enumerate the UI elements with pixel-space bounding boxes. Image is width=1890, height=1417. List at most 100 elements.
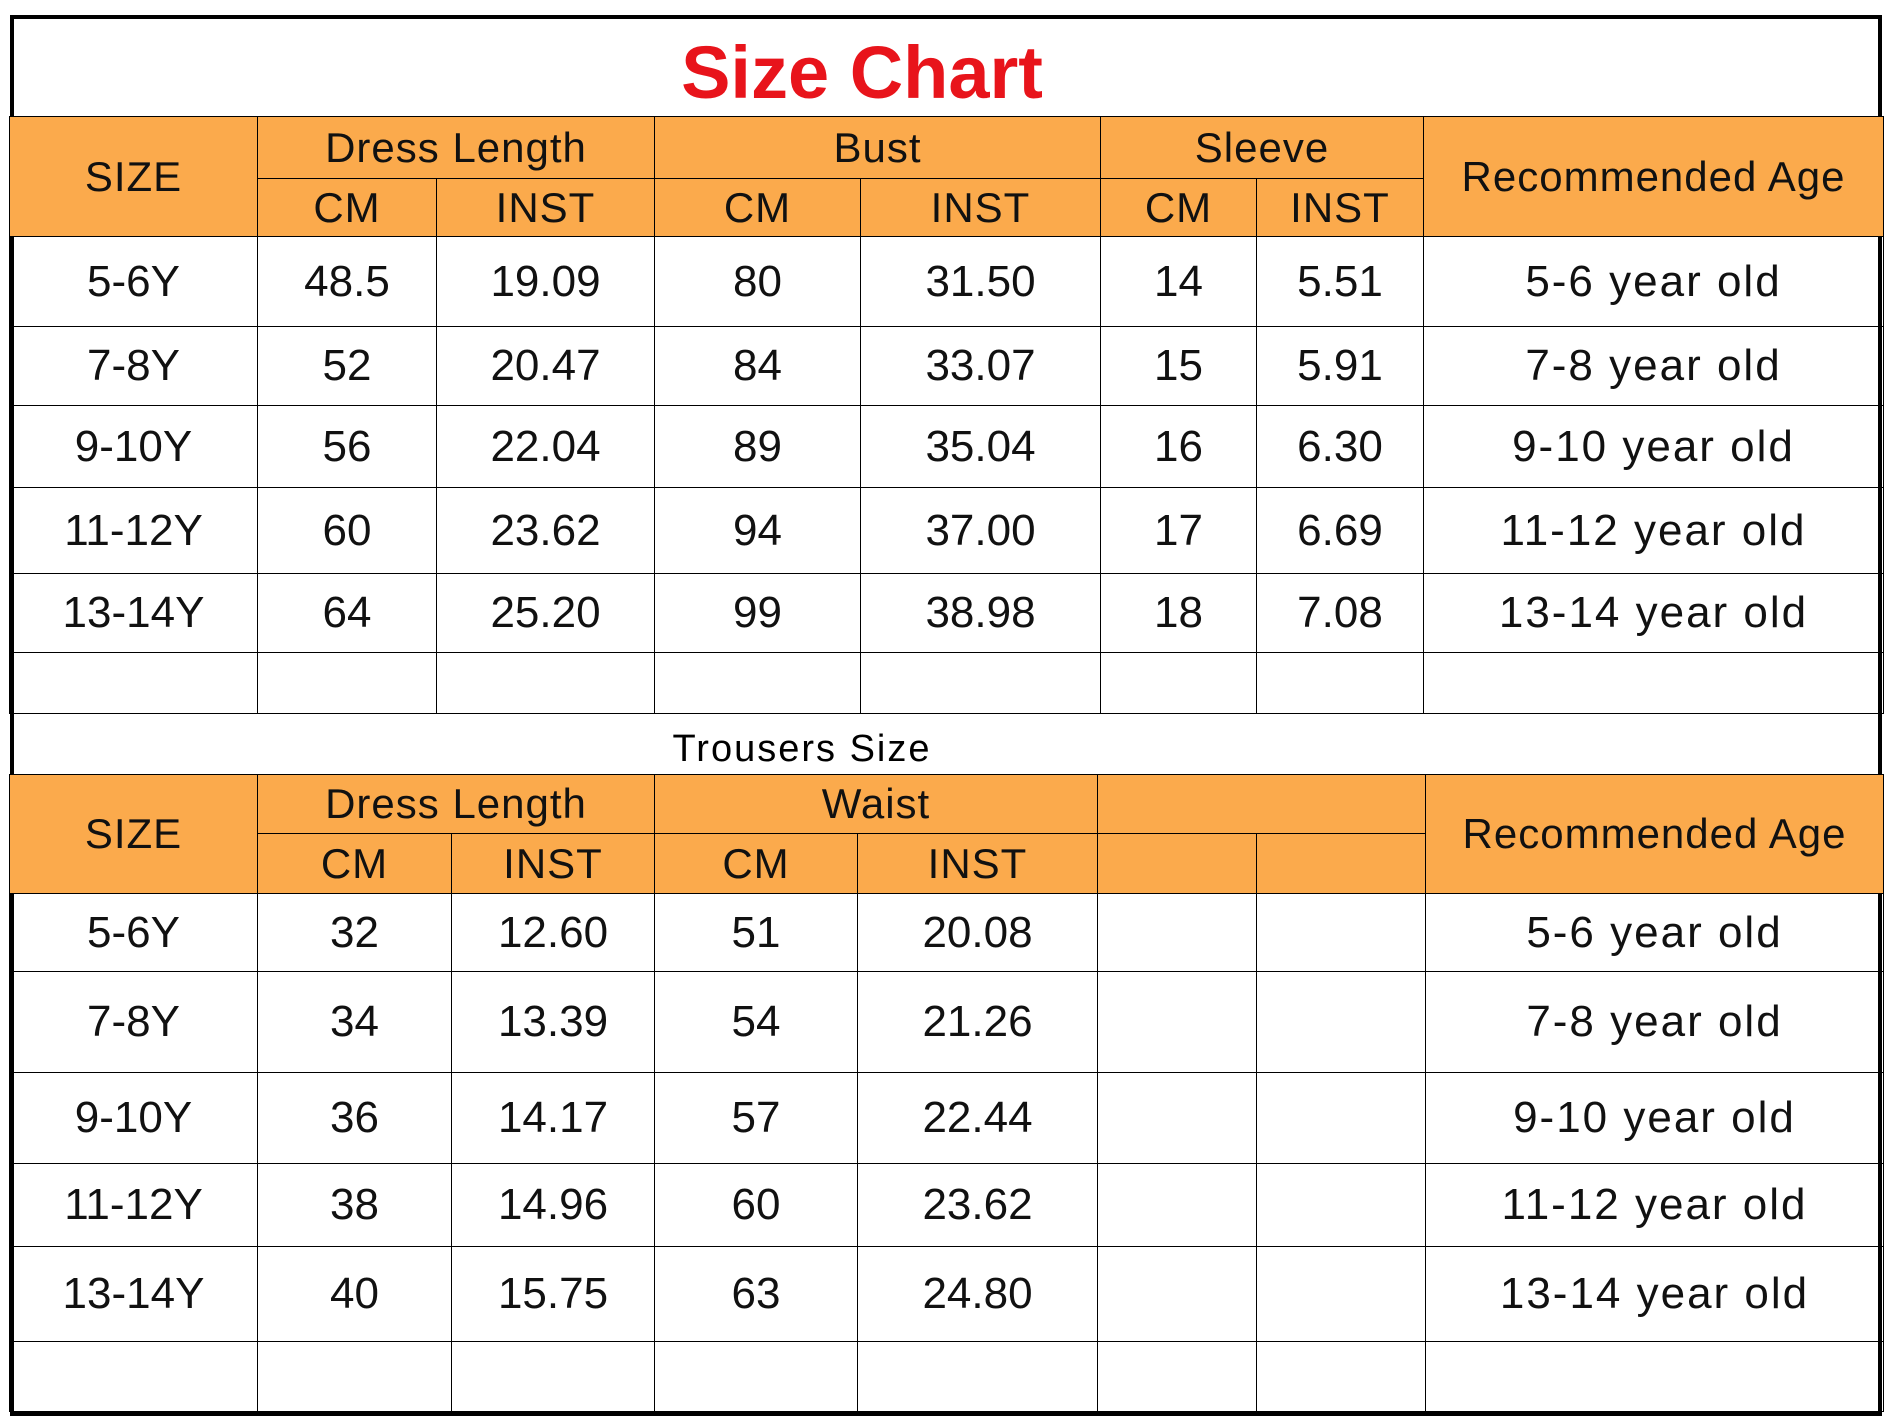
table-cell: 16 bbox=[1100, 405, 1257, 488]
trousers-header-recommended-age: Recommended Age bbox=[1425, 774, 1884, 894]
empty-cell bbox=[860, 652, 1101, 714]
table-cell: 7-8 year old bbox=[1423, 326, 1884, 406]
empty-cell bbox=[436, 652, 655, 714]
table-cell: 15 bbox=[1100, 326, 1257, 406]
trousers-title: Trousers Size bbox=[672, 728, 932, 770]
table-cell: 38 bbox=[257, 1163, 452, 1247]
table-cell: 11-12Y bbox=[9, 487, 258, 574]
table-cell: 38.98 bbox=[860, 573, 1101, 653]
table-cell: 37.00 bbox=[860, 487, 1101, 574]
table-cell bbox=[1256, 893, 1426, 972]
empty-cell bbox=[654, 652, 861, 714]
table-cell: 7-8Y bbox=[9, 326, 258, 406]
table-cell: 60 bbox=[257, 487, 437, 574]
header-size: SIZE bbox=[9, 116, 258, 237]
empty-cell bbox=[9, 1341, 258, 1412]
trousers-header-waist: Waist bbox=[654, 774, 1098, 834]
table-cell: 6.69 bbox=[1256, 487, 1424, 574]
empty-cell bbox=[654, 1341, 858, 1412]
table-cell bbox=[1256, 1246, 1426, 1342]
table-cell: 5-6 year old bbox=[1425, 893, 1884, 972]
table-cell: 94 bbox=[654, 487, 861, 574]
table-cell: 19.09 bbox=[436, 236, 655, 327]
empty-cell bbox=[451, 1341, 655, 1412]
header-dress-length: Dress Length bbox=[257, 116, 655, 179]
table-cell: 5.51 bbox=[1256, 236, 1424, 327]
table-cell: 20.08 bbox=[857, 893, 1098, 972]
table-cell: 23.62 bbox=[436, 487, 655, 574]
table-cell: 89 bbox=[654, 405, 861, 488]
trousers-header-empty bbox=[1097, 774, 1426, 834]
header-inst: INST bbox=[1256, 178, 1424, 237]
table-cell: 31.50 bbox=[860, 236, 1101, 327]
table-cell: 34 bbox=[257, 971, 452, 1073]
size-chart-frame bbox=[10, 15, 1882, 1416]
table-cell: 7-8Y bbox=[9, 971, 258, 1073]
header-cm: CM bbox=[1100, 178, 1257, 237]
table-cell: 13-14Y bbox=[9, 573, 258, 653]
header-inst: INST bbox=[860, 178, 1101, 237]
table-cell: 11-12Y bbox=[9, 1163, 258, 1247]
table-cell: 80 bbox=[654, 236, 861, 327]
table-cell: 63 bbox=[654, 1246, 858, 1342]
table-cell: 13-14 year old bbox=[1423, 573, 1884, 653]
table-cell bbox=[1097, 1072, 1257, 1164]
table-cell: 9-10 year old bbox=[1423, 405, 1884, 488]
table-cell: 5-6Y bbox=[9, 236, 258, 327]
table-cell: 84 bbox=[654, 326, 861, 406]
table-cell: 25.20 bbox=[436, 573, 655, 653]
table-cell: 20.47 bbox=[436, 326, 655, 406]
table-cell bbox=[1256, 1072, 1426, 1164]
table-cell: 48.5 bbox=[257, 236, 437, 327]
table-cell bbox=[1097, 1163, 1257, 1247]
trousers-header-cm: CM bbox=[654, 833, 858, 894]
table-cell: 99 bbox=[654, 573, 861, 653]
empty-cell bbox=[257, 652, 437, 714]
table-cell: 40 bbox=[257, 1246, 452, 1342]
table-cell: 36 bbox=[257, 1072, 452, 1164]
table-cell: 9-10 year old bbox=[1425, 1072, 1884, 1164]
table-cell: 11-12 year old bbox=[1423, 487, 1884, 574]
table-cell: 5.91 bbox=[1256, 326, 1424, 406]
header-inst: INST bbox=[436, 178, 655, 237]
table-cell: 32 bbox=[257, 893, 452, 972]
table-cell: 60 bbox=[654, 1163, 858, 1247]
table-cell bbox=[1097, 1246, 1257, 1342]
empty-cell bbox=[1423, 652, 1884, 714]
table-cell: 12.60 bbox=[451, 893, 655, 972]
header-sleeve: Sleeve bbox=[1100, 116, 1424, 179]
table-cell bbox=[1256, 971, 1426, 1073]
header-recommended-age: Recommended Age bbox=[1423, 116, 1884, 237]
header-cm: CM bbox=[257, 178, 437, 237]
empty-cell bbox=[1097, 1341, 1257, 1412]
table-cell: 5-6Y bbox=[9, 893, 258, 972]
table-cell: 9-10Y bbox=[9, 1072, 258, 1164]
table-cell: 9-10Y bbox=[9, 405, 258, 488]
trousers-header-inst: INST bbox=[451, 833, 655, 894]
trousers-header-cm: CM bbox=[257, 833, 452, 894]
table-cell: 24.80 bbox=[857, 1246, 1098, 1342]
table-cell: 13.39 bbox=[451, 971, 655, 1073]
page-title: Size Chart bbox=[681, 31, 1043, 114]
table-cell bbox=[1097, 893, 1257, 972]
table-cell: 7.08 bbox=[1256, 573, 1424, 653]
table-cell bbox=[1097, 971, 1257, 1073]
table-cell: 17 bbox=[1100, 487, 1257, 574]
table-cell: 56 bbox=[257, 405, 437, 488]
empty-cell bbox=[9, 652, 258, 714]
table-cell: 35.04 bbox=[860, 405, 1101, 488]
table-cell: 6.30 bbox=[1256, 405, 1424, 488]
header-bust: Bust bbox=[654, 116, 1101, 179]
table-cell: 22.44 bbox=[857, 1072, 1098, 1164]
table-cell: 14.17 bbox=[451, 1072, 655, 1164]
table-cell: 21.26 bbox=[857, 971, 1098, 1073]
trousers-header-inst: INST bbox=[857, 833, 1098, 894]
empty-cell bbox=[1100, 652, 1257, 714]
table-cell: 13-14 year old bbox=[1425, 1246, 1884, 1342]
table-cell: 15.75 bbox=[451, 1246, 655, 1342]
table-cell: 57 bbox=[654, 1072, 858, 1164]
trousers-header-empty bbox=[1097, 833, 1257, 894]
table-cell bbox=[1256, 1163, 1426, 1247]
header-cm: CM bbox=[654, 178, 861, 237]
empty-cell bbox=[857, 1341, 1098, 1412]
